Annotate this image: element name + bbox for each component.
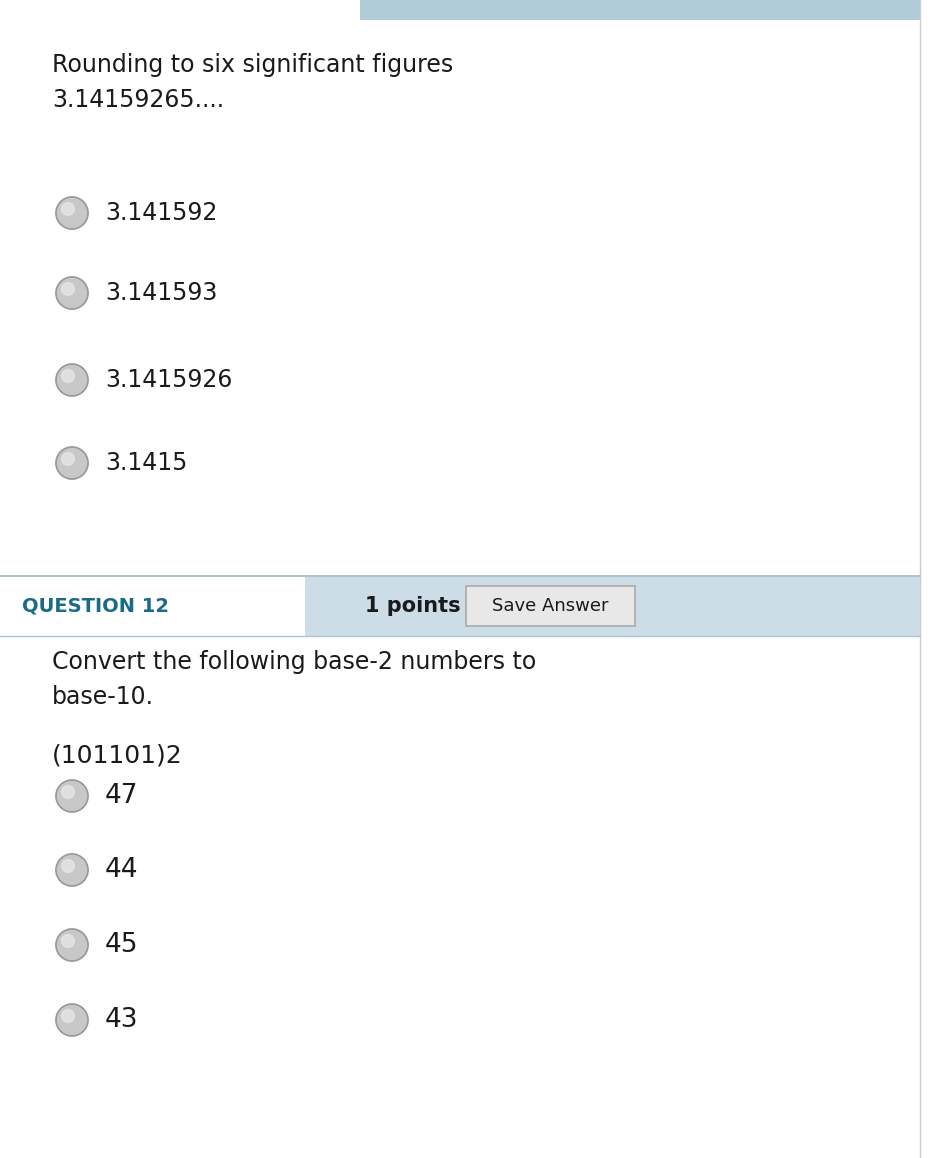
Circle shape [62, 203, 74, 215]
Circle shape [56, 364, 88, 396]
Text: Convert the following base-2 numbers to: Convert the following base-2 numbers to [52, 650, 536, 674]
Circle shape [56, 780, 88, 812]
FancyBboxPatch shape [0, 576, 305, 636]
Text: 3.1415: 3.1415 [105, 450, 187, 475]
Text: 47: 47 [105, 783, 139, 809]
Circle shape [56, 1004, 88, 1036]
Circle shape [62, 859, 74, 872]
Circle shape [56, 277, 88, 309]
Circle shape [62, 369, 74, 382]
Text: QUESTION 12: QUESTION 12 [22, 596, 169, 616]
Text: base-10.: base-10. [52, 686, 154, 709]
FancyBboxPatch shape [0, 636, 920, 1158]
Text: (101101)2: (101101)2 [52, 743, 182, 767]
Circle shape [56, 197, 88, 229]
Circle shape [62, 785, 74, 798]
Circle shape [62, 283, 74, 295]
Text: 43: 43 [105, 1007, 139, 1033]
Text: Save Answer: Save Answer [492, 598, 608, 615]
Circle shape [62, 1010, 74, 1023]
Circle shape [62, 453, 74, 466]
Text: 3.14159265....: 3.14159265.... [52, 88, 224, 112]
FancyBboxPatch shape [360, 0, 920, 20]
FancyBboxPatch shape [305, 576, 920, 636]
FancyBboxPatch shape [466, 586, 635, 626]
Text: 44: 44 [105, 857, 139, 884]
Circle shape [62, 935, 74, 947]
Text: 3.141593: 3.141593 [105, 281, 218, 305]
Circle shape [56, 853, 88, 886]
Text: 45: 45 [105, 932, 139, 958]
Text: 1 points: 1 points [365, 596, 461, 616]
Circle shape [56, 929, 88, 961]
Text: Rounding to six significant figures: Rounding to six significant figures [52, 53, 453, 76]
Circle shape [56, 447, 88, 479]
Text: 3.1415926: 3.1415926 [105, 368, 233, 393]
Text: 3.141592: 3.141592 [105, 201, 218, 225]
FancyBboxPatch shape [0, 20, 920, 578]
